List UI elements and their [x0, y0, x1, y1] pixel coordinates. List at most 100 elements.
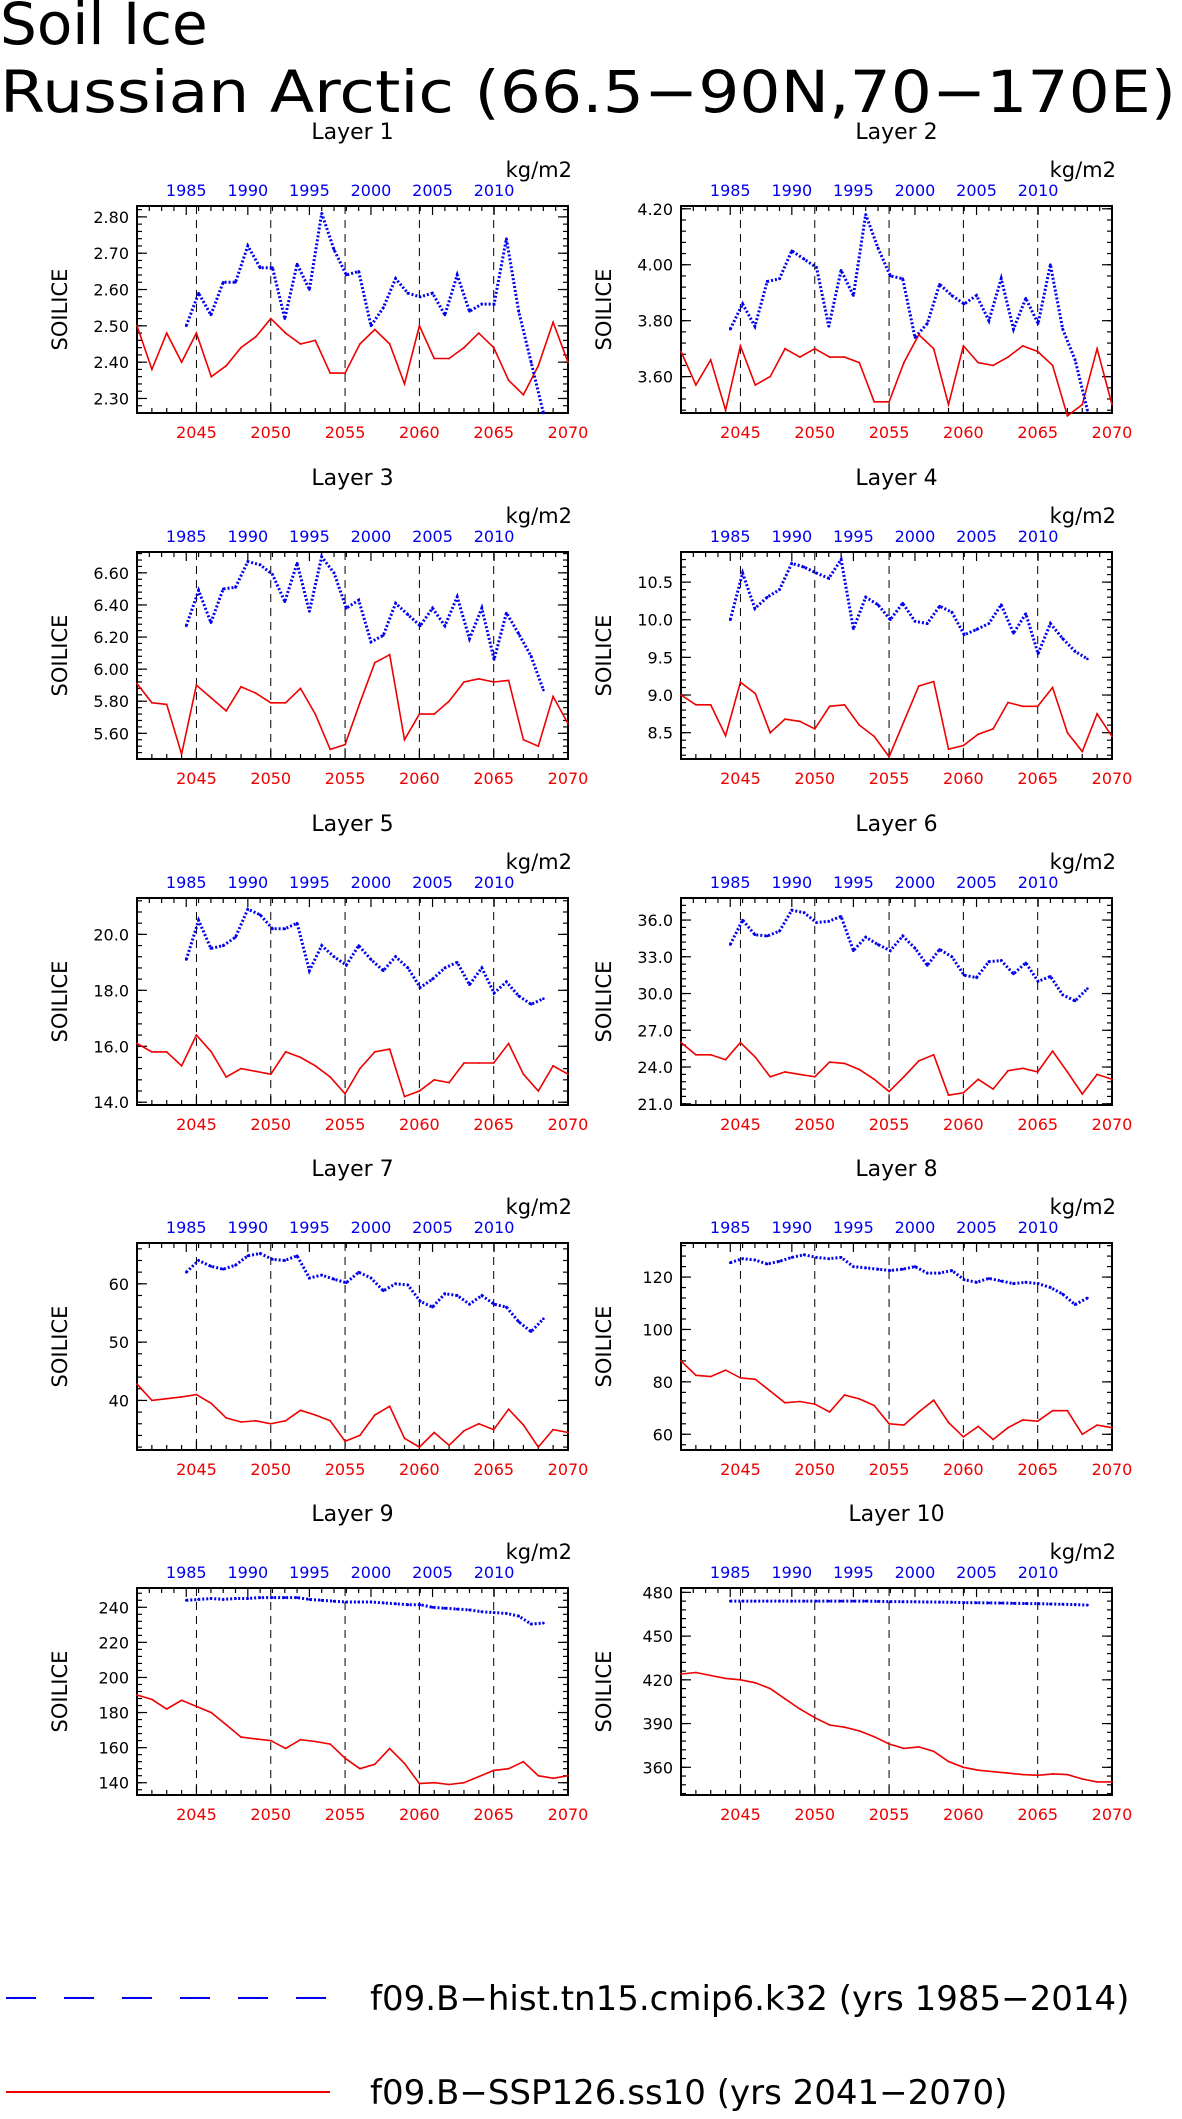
data-point-hist	[1073, 1603, 1077, 1606]
data-point-hist	[790, 562, 794, 565]
data-point-hist	[283, 1596, 287, 1599]
data-point-hist	[926, 322, 929, 325]
panel-title: Layer 4	[855, 466, 937, 491]
top-x-tick-label: 2000	[895, 873, 936, 892]
y-tick-label: 2.80	[93, 208, 129, 227]
data-point-ssp126	[828, 1724, 831, 1726]
data-point-ssp126	[962, 345, 965, 347]
x-tick-label: 2070	[1092, 1805, 1133, 1824]
top-x-tick-label: 2010	[1018, 1218, 1059, 1237]
data-point-ssp126	[813, 1716, 816, 1719]
panel-title: Layer 10	[848, 1502, 944, 1527]
series-line-hist	[184, 907, 545, 1007]
data-point-hist	[283, 927, 287, 931]
data-point-ssp126	[1081, 403, 1084, 406]
data-point-ssp126	[917, 1060, 920, 1062]
data-point-hist	[468, 1608, 471, 1612]
data-point-hist	[926, 964, 929, 967]
data-point-hist	[308, 288, 311, 291]
data-point-ssp126	[403, 383, 406, 385]
data-point-ssp126	[695, 703, 697, 706]
data-point-ssp126	[255, 335, 257, 338]
data-point-ssp126	[709, 1053, 712, 1056]
data-point-ssp126	[314, 1740, 317, 1743]
plot-frame	[136, 205, 569, 414]
data-point-ssp126	[680, 694, 682, 696]
data-point-hist	[741, 918, 744, 922]
data-point-hist	[926, 622, 929, 625]
data-point-ssp126	[151, 1399, 153, 1402]
x-tick-label: 2055	[869, 769, 910, 788]
panel-title: Layer 7	[311, 1157, 393, 1182]
x-tick-label: 2060	[399, 1115, 440, 1134]
data-point-hist	[283, 317, 287, 320]
data-point-hist	[431, 291, 434, 295]
y-tick-label: 6.40	[93, 596, 129, 615]
data-point-ssp126	[463, 681, 465, 683]
data-point-hist	[987, 1277, 991, 1280]
data-point-ssp126	[1096, 1781, 1098, 1783]
units-label: kg/m2	[506, 1195, 572, 1219]
data-point-hist	[1049, 1602, 1052, 1606]
data-point-hist	[938, 604, 941, 608]
data-point-hist	[369, 324, 373, 328]
top-x-tick-label: 2005	[956, 1218, 997, 1237]
data-point-hist	[468, 637, 471, 640]
data-point-hist	[295, 921, 299, 925]
data-point-hist	[308, 610, 311, 613]
x-tick-label: 2050	[794, 1805, 835, 1824]
top-x-tick-label: 1995	[833, 527, 874, 546]
data-point-ssp126	[388, 1405, 391, 1408]
data-point-ssp126	[477, 1422, 480, 1425]
series-line-hist	[730, 1599, 1088, 1607]
x-tick-label: 2050	[250, 1805, 291, 1824]
data-point-ssp126	[724, 734, 727, 737]
data-point-ssp126	[507, 679, 510, 682]
plot-frame	[680, 1587, 1113, 1796]
units-label: kg/m2	[1050, 850, 1116, 874]
y-tick-label: 240	[98, 1598, 129, 1617]
data-point-ssp126	[552, 1428, 554, 1431]
data-point-ssp126	[210, 1402, 213, 1405]
data-point-hist	[197, 919, 200, 922]
data-point-hist	[443, 966, 447, 970]
y-tick-label: 420	[642, 1671, 673, 1690]
top-x-tick-label: 1985	[166, 181, 207, 200]
data-point-ssp126	[373, 1051, 376, 1053]
x-tick-label: 2060	[943, 1115, 984, 1134]
data-point-ssp126	[813, 728, 816, 730]
data-point-hist	[790, 1599, 794, 1603]
data-point-hist	[975, 628, 978, 631]
data-point-hist	[938, 1600, 941, 1604]
data-point-hist	[394, 277, 397, 280]
y-tick-label: 4.00	[637, 256, 673, 275]
data-point-hist	[901, 1267, 904, 1271]
data-point-hist	[1024, 1602, 1028, 1605]
data-point-ssp126	[1051, 686, 1054, 689]
data-point-ssp126	[240, 346, 242, 349]
data-point-hist	[271, 1596, 274, 1599]
data-point-ssp126	[507, 1767, 510, 1770]
x-tick-label: 2060	[399, 1460, 440, 1479]
data-point-ssp126	[962, 744, 965, 747]
x-tick-label: 2050	[794, 1115, 835, 1134]
data-point-hist	[913, 336, 917, 339]
data-point-ssp126	[195, 332, 198, 334]
data-point-hist	[480, 966, 484, 970]
data-point-hist	[950, 610, 954, 614]
data-point-ssp126	[255, 1070, 257, 1073]
data-point-hist	[729, 327, 732, 331]
data-point-ssp126	[284, 1419, 287, 1422]
data-point-hist	[827, 1599, 831, 1603]
units-label: kg/m2	[506, 850, 572, 874]
top-x-tick-label: 2010	[1018, 873, 1059, 892]
data-point-hist	[962, 973, 966, 977]
data-point-ssp126	[269, 1739, 272, 1742]
data-point-ssp126	[388, 343, 391, 345]
data-point-ssp126	[947, 403, 950, 406]
data-point-ssp126	[754, 384, 757, 386]
data-point-hist	[815, 1256, 818, 1259]
data-point-hist	[876, 1267, 880, 1271]
data-point-ssp126	[477, 1775, 480, 1778]
data-point-ssp126	[813, 1403, 816, 1405]
